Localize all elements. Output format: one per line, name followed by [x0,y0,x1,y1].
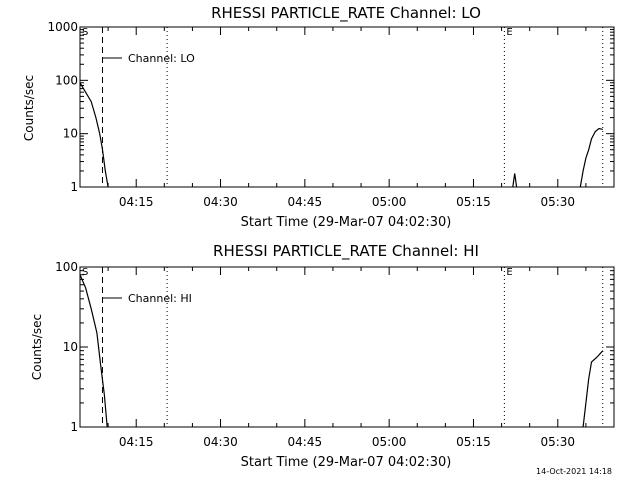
series-line [582,350,604,428]
y-tick-label: 10 [63,340,78,354]
x-tick-label: 05:30 [540,195,575,209]
chart-title: RHESSI PARTICLE_RATE Channel: HI [213,242,479,261]
plot-frame [79,266,615,428]
x-tick-label: 04:30 [203,435,238,449]
chart-panel-lo: RHESSI PARTICLE_RATE Channel: LO Start T… [22,4,615,230]
x-tick-label: 04:45 [288,435,323,449]
x-tick-label: 04:15 [119,435,154,449]
y-tick-label: 1000 [47,20,78,34]
y-tick-label: 10 [63,127,78,141]
legend-label: Channel: HI [128,292,192,305]
x-tick-label: 04:45 [288,195,323,209]
legend: Channel: LO [102,52,195,65]
plot-frame [79,26,615,188]
marker-label: E [506,267,512,278]
legend: Channel: HI [102,292,192,305]
y-tick-label: 100 [55,73,78,87]
x-tick-label: 04:15 [119,195,154,209]
y-axis-label: Counts/sec [30,314,44,380]
marker-label: S [82,27,88,38]
series-line [512,173,518,188]
x-tick-label: 05:15 [456,435,491,449]
x-tick-label: 05:00 [372,435,407,449]
series-line [79,274,108,428]
marker-label: E [506,27,512,38]
x-axis-label: Start Time (29-Mar-07 04:02:30) [241,215,452,230]
legend-label: Channel: LO [128,52,195,65]
y-tick-label: 1 [70,420,78,434]
y-tick-label: 1 [70,180,78,194]
x-tick-label: 05:15 [456,195,491,209]
marker-label: S [82,267,88,278]
series-line [79,82,109,188]
x-tick-label: 05:00 [372,195,407,209]
series-line [579,127,603,188]
timestamp: 14-Oct-2021 14:18 [536,467,612,476]
chart-title: RHESSI PARTICLE_RATE Channel: LO [211,4,481,23]
x-tick-label: 04:30 [203,195,238,209]
chart-panel-hi: RHESSI PARTICLE_RATE Channel: HI Start T… [30,242,615,470]
x-axis-label: Start Time (29-Mar-07 04:02:30) [241,455,452,470]
y-tick-label: 100 [55,260,78,274]
x-tick-label: 05:30 [540,435,575,449]
y-axis-label: Counts/sec [22,75,36,141]
